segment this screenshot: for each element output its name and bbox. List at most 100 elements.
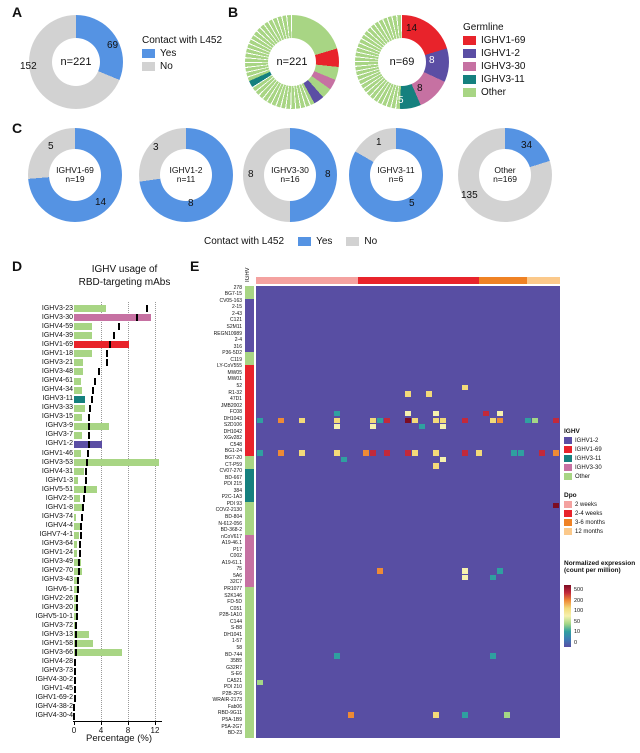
bar-category-label: IGHV3-11 <box>42 395 73 403</box>
x-tick <box>155 722 156 725</box>
heatmap-row-label: COV2-2130 <box>215 507 242 514</box>
heatmap-row-label: PDI 210 <box>223 684 242 691</box>
ighv3-11-swatch <box>463 75 476 84</box>
row-annotation-cell <box>245 698 254 706</box>
heatmap-row-label: 47D1 <box>230 396 242 403</box>
bar <box>74 649 122 657</box>
legend-item-label: Other <box>575 473 591 480</box>
bar <box>74 413 83 421</box>
donut-ighv3-11: IGHV3-11 n=6 <box>349 128 443 222</box>
heatmap-row-label: C121 <box>230 317 242 324</box>
bar-category-label: IGHV3-49 <box>41 558 73 566</box>
heatmap-cell <box>461 450 468 456</box>
heatmap-cell <box>440 456 447 463</box>
scale-tick-label: 10 <box>574 629 581 636</box>
row-annotation-cell <box>245 580 254 588</box>
heatmap-cell <box>334 424 341 430</box>
bar <box>74 595 77 603</box>
bar-category-label: IGHV4-61 <box>41 377 73 385</box>
panel-a-label: A <box>12 4 23 20</box>
heatmap-row-label: RBD-9G11 <box>217 710 242 717</box>
row-annotation-cell <box>245 593 254 601</box>
heatmap-cell <box>298 450 305 456</box>
legend-item: IGHV3-30 <box>463 61 525 72</box>
heatmap-cell <box>412 417 419 423</box>
row-annotation-cell <box>245 489 254 496</box>
bar-category-label: IGHV1-8 <box>45 503 73 511</box>
bar-category-label: IGHV3-9 <box>45 422 73 430</box>
bar-category-label: IGHV1-2 <box>45 440 73 448</box>
heatmap-row-label: A19-46.1 <box>221 540 242 547</box>
heatmap-row-label: A19-61.1 <box>221 559 242 566</box>
bar-category-label: IGHV1-46 <box>41 449 73 457</box>
panel-c-label: C <box>12 120 23 136</box>
bar <box>74 513 77 521</box>
slice-label-yes: 8 <box>188 198 194 209</box>
repertoire-dash <box>87 422 90 430</box>
row-annotation-cell <box>245 633 254 640</box>
row-annotation-cell <box>245 417 254 424</box>
bar-category-label: IGHV4-28 <box>41 658 73 666</box>
panel-d-label: D <box>12 258 23 274</box>
row-annotation-cell <box>245 679 254 686</box>
other-swatch <box>564 473 572 480</box>
heatmap-cell <box>334 450 341 456</box>
bar-chart-x-axis: 0 4 8 12 <box>72 721 162 735</box>
heatmap-row-label: DH1043 <box>223 415 242 422</box>
repertoire-dash <box>112 332 115 340</box>
heatmap-row-label: 75 <box>236 566 242 573</box>
bar <box>74 450 81 458</box>
legend-item-label: IGHV3-11 <box>481 74 525 85</box>
bar-chart-plot <box>73 302 166 721</box>
dpo-swatch <box>564 519 572 526</box>
ighv1-2-swatch <box>463 49 476 58</box>
repertoire-dash <box>79 531 82 539</box>
legend-item: IGHV3-11 <box>463 74 525 85</box>
x-tick <box>74 722 75 725</box>
dpo-swatch <box>564 528 572 535</box>
repertoire-dash <box>74 649 77 657</box>
heatmap-cell <box>496 568 503 574</box>
row-annotation-cell <box>245 299 254 306</box>
bar-category-label: IGHV4-31 <box>41 467 73 475</box>
panel-b-label: B <box>228 4 239 20</box>
heatmap-row-label: P36-5D2 <box>222 350 242 357</box>
bar <box>74 631 89 639</box>
bar-category-label: IGHV3-74 <box>41 513 73 520</box>
repertoire-dash <box>75 613 78 621</box>
row-annotation-cell <box>245 672 254 680</box>
heatmap-cell <box>334 417 341 423</box>
heatmap-grid <box>256 286 560 738</box>
row-annotation-cell <box>245 430 254 437</box>
bar-category-label: IGHV6-1 <box>45 585 73 593</box>
donut-hole: n=221 <box>52 38 100 86</box>
row-annotation-cell <box>245 436 254 444</box>
heatmap-cell <box>404 410 411 417</box>
row-annotation-cell <box>245 620 254 627</box>
bar-category-label: IGHV4-30-4 <box>35 712 73 720</box>
repertoire-dash <box>105 359 108 367</box>
bar-category-label: IGHV2-5 <box>45 494 73 502</box>
slice-label-ighv3-30: 8 <box>417 83 423 94</box>
heatmap-row-label: C548 <box>230 441 242 448</box>
row-annotation-cell <box>245 705 254 712</box>
heatmap-row-label: XGv282 <box>223 435 242 442</box>
slice-label-yes: 5 <box>409 198 415 209</box>
row-annotation-cell <box>245 521 254 529</box>
row-annotation-cell <box>245 587 254 594</box>
donut-other: Other n=169 <box>458 128 552 222</box>
repertoire-dash <box>81 513 84 521</box>
yes-swatch <box>298 237 312 246</box>
heatmap-row-label: FC08 <box>229 409 242 416</box>
row-annotation-cell <box>245 692 254 699</box>
repertoire-dash <box>77 586 80 594</box>
slice-label-no: 8 <box>248 169 254 180</box>
heatmap-row-label: LY-CoV555 <box>216 363 242 370</box>
repertoire-dash <box>85 459 88 467</box>
heatmap-cell <box>489 417 496 423</box>
heatmap-cell <box>362 450 369 456</box>
legend-item-no: No <box>142 61 222 72</box>
dpo-segment <box>479 277 527 284</box>
bar <box>74 504 83 512</box>
heatmap-cell <box>277 417 284 423</box>
